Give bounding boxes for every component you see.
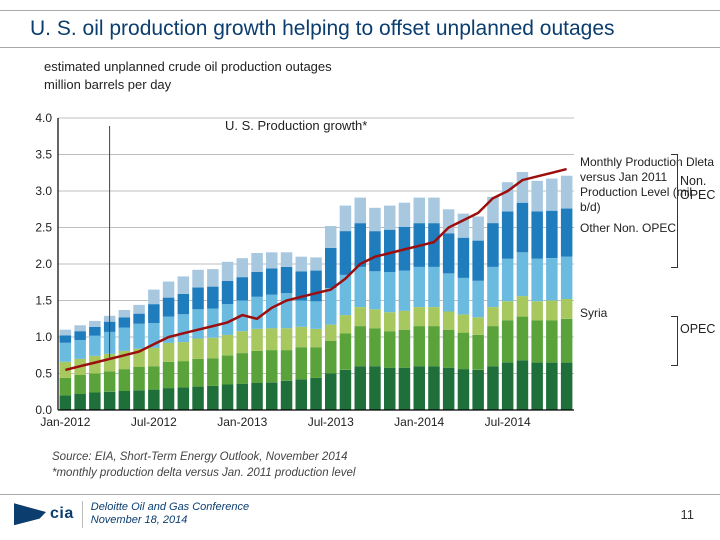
chart: 0.00.51.01.52.02.53.03.54.0Jan-2012Jul-2… [20, 110, 580, 440]
svg-text:1.0: 1.0 [35, 330, 52, 344]
chart-subtitle: estimated unplanned crude oil production… [44, 58, 332, 93]
chart-svg: 0.00.51.01.52.02.53.03.54.0Jan-2012Jul-2… [20, 110, 580, 440]
footer: cia Deloitte Oil and Gas Conference Nove… [0, 494, 720, 533]
slide-title: U. S. oil production growth helping to o… [30, 17, 615, 40]
svg-text:Jan-2012: Jan-2012 [40, 415, 90, 429]
footer-date: November 18, 2014 [91, 514, 249, 528]
subtitle-line: estimated unplanned crude oil production… [44, 58, 332, 76]
page-number: 11 [681, 507, 695, 522]
svg-text:Jul-2013: Jul-2013 [308, 415, 354, 429]
bracket-nonopec [671, 154, 678, 268]
svg-text:1.5: 1.5 [35, 294, 52, 308]
svg-text:3.0: 3.0 [35, 184, 52, 198]
svg-text:0.5: 0.5 [35, 367, 52, 381]
legend-syria: Syria [580, 306, 715, 321]
legend-nonopec: Non. OPEC [680, 174, 720, 202]
legend-other-nonopec: Other Non. OPEC [580, 221, 715, 236]
subtitle-line: million barrels per day [44, 76, 332, 94]
source-line: *monthly production delta versus Jan. 20… [52, 466, 355, 482]
svg-text:Jan-2013: Jan-2013 [217, 415, 267, 429]
svg-text:2.5: 2.5 [35, 221, 52, 235]
svg-text:2.0: 2.0 [35, 257, 52, 271]
svg-text:4.0: 4.0 [35, 111, 52, 125]
source-note: Source: EIA, Short-Term Energy Outlook, … [52, 450, 355, 481]
bracket-opec [671, 316, 678, 366]
svg-text:3.5: 3.5 [35, 148, 52, 162]
svg-text:Jul-2014: Jul-2014 [485, 415, 531, 429]
svg-text:Jan-2014: Jan-2014 [394, 415, 444, 429]
footer-left: cia Deloitte Oil and Gas Conference Nove… [14, 501, 249, 529]
logo-text: cia [50, 505, 74, 523]
legend-opec: OPEC [680, 322, 715, 336]
eagle-icon [14, 503, 46, 525]
cia-logo: cia [14, 503, 74, 525]
svg-text:Jul-2012: Jul-2012 [131, 415, 177, 429]
source-line: Source: EIA, Short-Term Energy Outlook, … [52, 450, 355, 466]
footer-event: Deloitte Oil and Gas Conference [91, 501, 249, 515]
footer-info: Deloitte Oil and Gas Conference November… [82, 501, 249, 529]
title-bar: U. S. oil production growth helping to o… [0, 10, 720, 48]
